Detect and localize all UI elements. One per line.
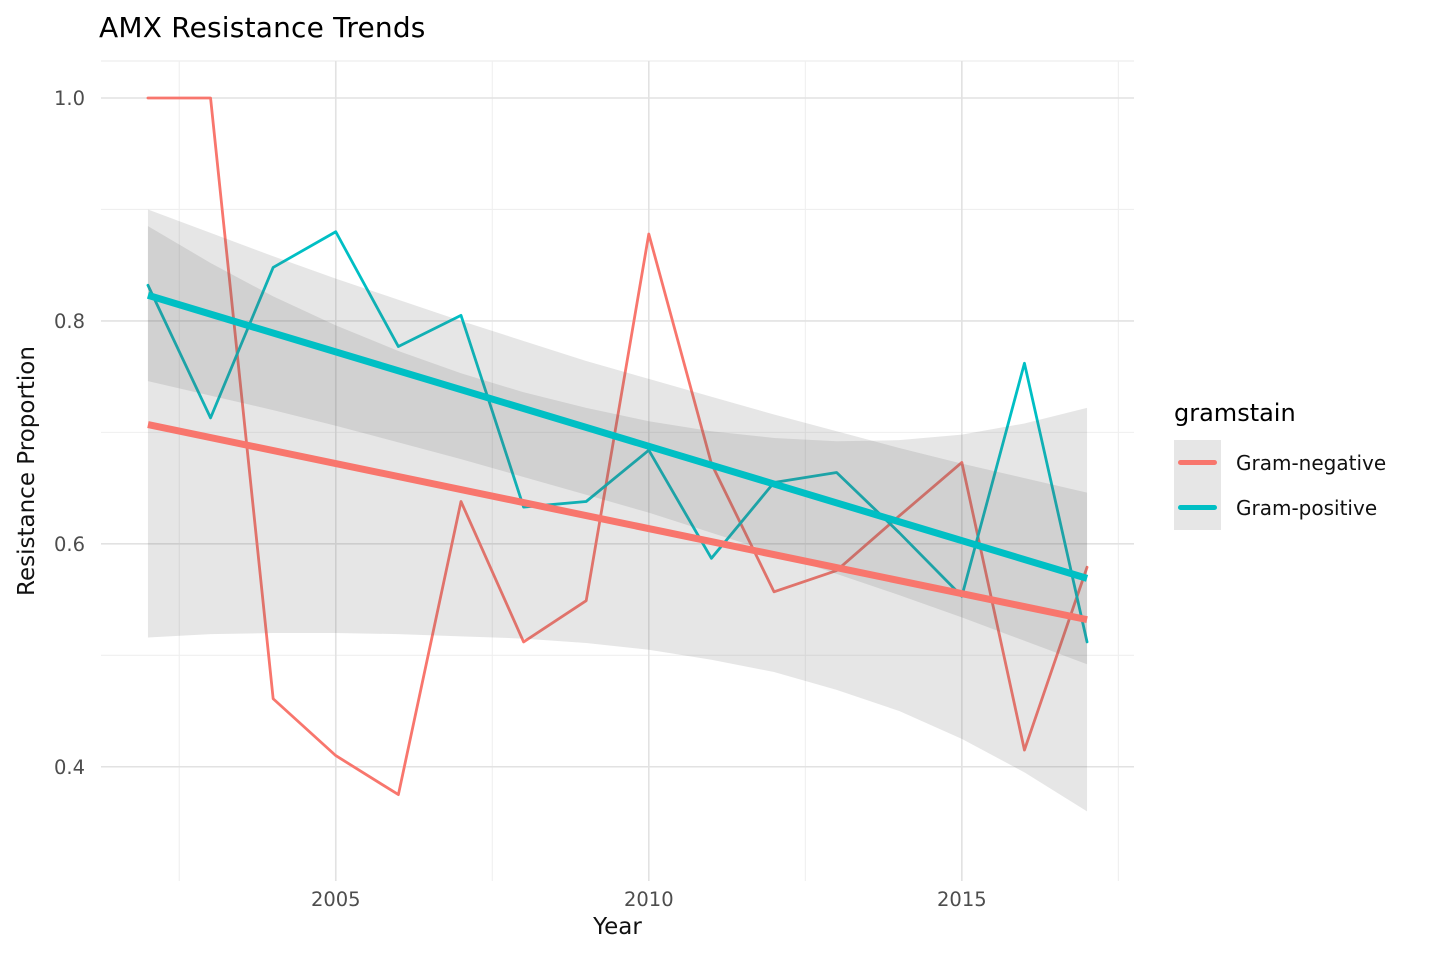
chart-title: AMX Resistance Trends xyxy=(99,11,426,44)
legend-item-gram-negative: Gram-negative xyxy=(1174,440,1386,485)
trend-line-gram-positive xyxy=(146,291,1089,582)
series-line-gram-negative xyxy=(146,96,1089,797)
trend-line-gram-negative xyxy=(147,421,1088,624)
legend-key-line-icon xyxy=(1178,505,1217,510)
legend: gramstain Gram-negative Gram-positive xyxy=(1174,399,1386,530)
tick-label-y-0.4: 0.4 xyxy=(54,756,85,779)
x-axis-title: Year xyxy=(593,914,642,940)
y-axis-title: Resistance Proportion xyxy=(14,346,40,596)
legend-key-gram-negative xyxy=(1174,440,1221,485)
tick-label-y-0.8: 0.8 xyxy=(54,310,85,333)
series-line-gram-positive xyxy=(146,230,1089,644)
legend-key-line-icon xyxy=(1178,460,1217,465)
legend-key-gram-positive xyxy=(1174,485,1221,530)
tick-label-x-2015: 2015 xyxy=(937,888,987,911)
legend-label-gram-negative: Gram-negative xyxy=(1236,450,1387,475)
tick-label-x-2005: 2005 xyxy=(311,888,361,911)
legend-item-gram-positive: Gram-positive xyxy=(1174,485,1386,530)
tick-label-y-0.6: 0.6 xyxy=(54,533,85,556)
legend-label-gram-positive: Gram-positive xyxy=(1236,495,1378,520)
legend-title: gramstain xyxy=(1174,399,1296,427)
tick-label-y-1.0: 1.0 xyxy=(54,87,85,110)
tick-label-x-2010: 2010 xyxy=(624,888,674,911)
